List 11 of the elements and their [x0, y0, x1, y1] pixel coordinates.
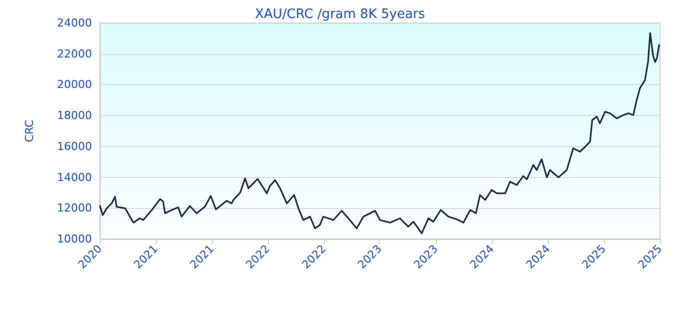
- y-tick-label: 22000: [57, 47, 92, 60]
- y-axis-title: CRC: [23, 119, 36, 142]
- y-tick-label: 20000: [57, 78, 92, 92]
- y-tick-label: 10000: [57, 232, 92, 246]
- line-series: [99, 32, 660, 234]
- y-tick-label: 16000: [57, 140, 92, 153]
- y-tick-label: 14000: [57, 170, 92, 184]
- y-tick-label: 12000: [57, 202, 92, 215]
- y-tick-label: 24000: [57, 16, 92, 30]
- y-tick-label: 18000: [57, 109, 92, 122]
- chart-title: XAU/CRC /gram 8K 5years: [254, 7, 426, 22]
